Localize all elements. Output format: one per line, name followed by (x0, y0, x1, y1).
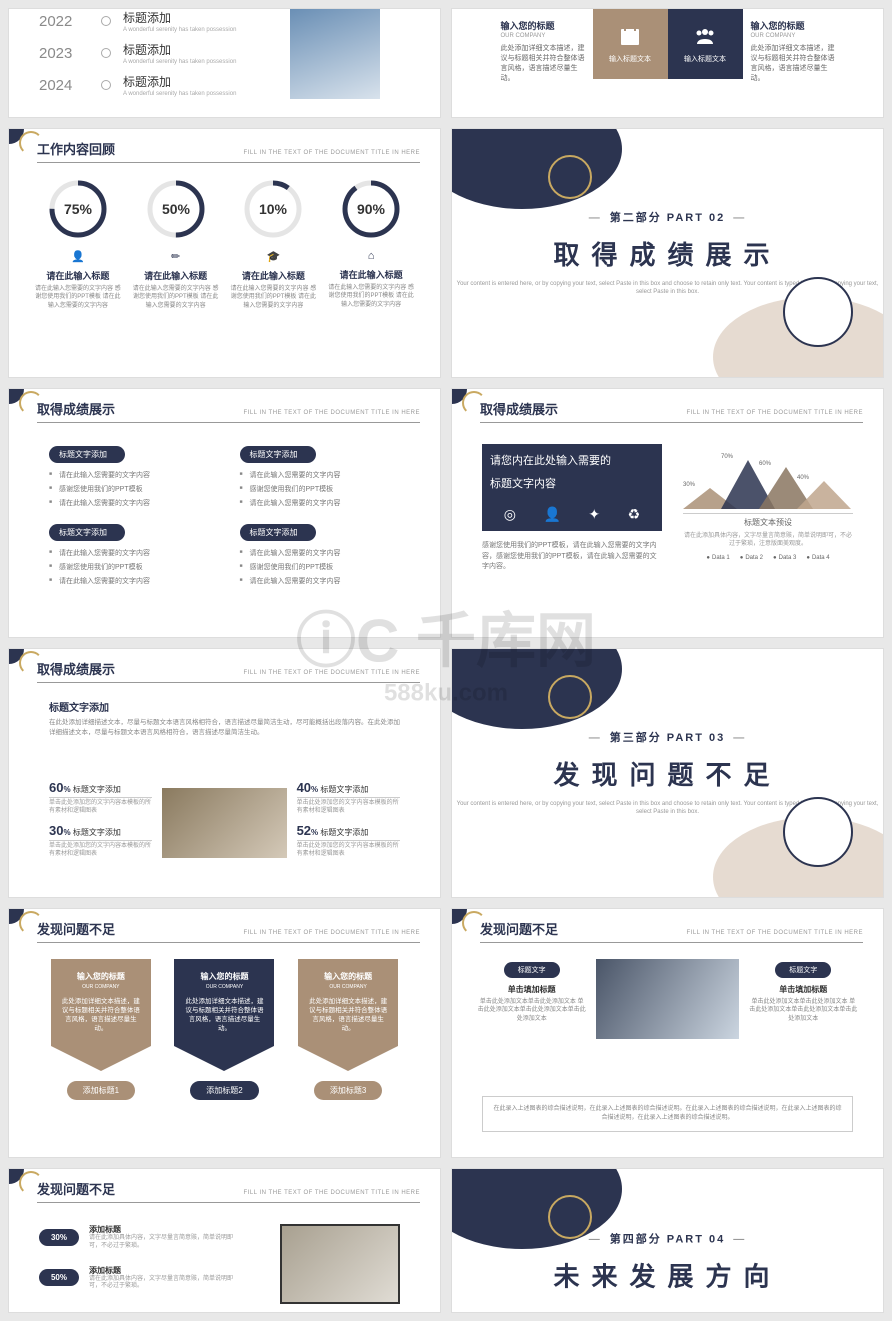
icon-box-users: 输入标题文本 (668, 9, 743, 79)
text-card: 标题文字添加 请在此输入您需要的文字内容感谢您使用我们的PPT模板请在此输入您需… (240, 444, 401, 510)
bar-item: 50% 添加标题请在此添加具体内容，文字尽量言简意赅，简单说明即可，不必过于繁琐… (39, 1265, 239, 1292)
stats-intro: 标题文字添加 在此处添加详细描述文本，尽量与标题文本语言风格相符合，语言描述尽量… (49, 699, 400, 738)
slide-header: 工作内容回顾FILL IN THE TEXT OF THE DOCUMENT T… (37, 139, 420, 163)
progress-item: 50% ✏ 请在此输入标题 请在此输入您需要的文字内容 感谢您使用我们的PPT模… (131, 179, 221, 310)
pill-badge: 标题文字 (775, 962, 831, 978)
laptop-image (280, 1224, 400, 1304)
stat-item: 40% 标题文字添加 单击此处添加您的文字内容本模板的所有素材和逻辑图表 (297, 780, 400, 816)
category-icon: ⌂ (326, 250, 416, 262)
accent-circle (783, 277, 853, 347)
recycle-icon: ♻ (628, 506, 641, 523)
slide-stats: 取得成绩展示FILL IN THE TEXT OF THE DOCUMENT T… (8, 648, 441, 898)
legend-item: Data 3 (773, 555, 796, 561)
arrow-label: 添加标题3 (314, 1081, 382, 1100)
arrow-label: 添加标题2 (190, 1081, 258, 1100)
slide-boxes: 输入您的标题 OUR COMPANY 此处添加详细文本描述，建议与标题相关并符合… (451, 8, 884, 118)
category-icon: ✏ (131, 250, 221, 263)
card-badge: 标题文字添加 (240, 446, 316, 463)
card-badge: 标题文字添加 (49, 446, 125, 463)
progress-item: 75% 👤 请在此输入标题 请在此输入您需要的文字内容 感谢您使用我们的PPT模… (33, 179, 123, 310)
sparkle-icon: ✦ (588, 506, 600, 523)
info-left: 输入您的标题 OUR COMPANY 此处添加详细文本描述，建议与标题相关并符合… (493, 9, 593, 93)
text-card: 标题文字添加 请在此输入您需要的文字内容感谢您使用我们的PPT模板请在此输入您需… (240, 522, 401, 588)
pill-badge: 标题文字 (504, 962, 560, 978)
slide-meeting: 发现问题不足FILL IN THE TEXT OF THE DOCUMENT T… (451, 908, 884, 1158)
percentage-badge: 30% (39, 1229, 79, 1246)
corner-decoration (9, 129, 39, 159)
arrow-cards: 输入您的标题OUR COMPANY此处添加详细文本描述，建议与标题相关并符合整体… (39, 959, 410, 1100)
progress-item: 10% 🎓 请在此输入标题 请在此输入您需要的文字内容 感谢您使用我们的PPT模… (228, 179, 318, 310)
bar-item: 30% 添加标题请在此添加具体内容，文字尽量言简意赅，简单说明即可，不必过于繁琐… (39, 1224, 239, 1251)
meeting-image (596, 959, 738, 1039)
info-right: 输入您的标题 OUR COMPANY 此处添加详细文本描述，建议与标题相关并符合… (743, 9, 843, 93)
card-badge: 标题文字添加 (240, 524, 316, 541)
progress-ring: 75% (48, 179, 108, 239)
section-title: 取得成绩展示 (452, 235, 883, 272)
part-label: 第四部分 PART 04 (452, 1230, 883, 1246)
target-icon: ◎ (504, 506, 516, 523)
stats-grid: 60% 标题文字添加 单击此处添加您的文字内容本模板的所有素材和逻辑图表 30%… (49, 780, 400, 867)
left-panel: 请您内在此处输入需要的 标题文字内容 ◎ 👤 ✦ ♻ 感谢您使用我们的PPT模板… (482, 444, 662, 573)
meeting-grid: 标题文字 单击填加标题 单击此处添加文本单击此处添加文本 单击此处添加文本单击此… (477, 959, 858, 1039)
slide-areachart: 取得成绩展示FILL IN THE TEXT OF THE DOCUMENT T… (451, 388, 884, 638)
calendar-icon (618, 24, 642, 48)
icon-row: ◎ 👤 ✦ ♻ (482, 498, 662, 531)
svg-text:75%: 75% (64, 201, 93, 217)
slide-arrows: 发现问题不足FILL IN THE TEXT OF THE DOCUMENT T… (8, 908, 441, 1158)
legend-item: Data 1 (706, 555, 729, 561)
chart-peak (797, 481, 851, 509)
text-cards-grid: 标题文字添加 请在此输入您需要的文字内容感谢您使用我们的PPT模板请在此输入您需… (49, 444, 400, 588)
text-card: 标题文字添加 请在此输入您需要的文字内容感谢您使用我们的PPT模板请在此输入您需… (49, 522, 210, 588)
stat-item: 30% 标题文字添加 单击此处添加您的文字内容本模板的所有素材和逻辑图表 (49, 823, 152, 859)
category-icon: 🎓 (228, 250, 318, 263)
card-badge: 标题文字添加 (49, 524, 125, 541)
svg-text:50%: 50% (162, 201, 191, 217)
hands-image (162, 788, 286, 858)
stat-item: 60% 标题文字添加 单击此处添加您的文字内容本模板的所有素材和逻辑图表 (49, 780, 152, 816)
timeline-item: 2024 标题添加A wonderful serenity has taken … (39, 73, 236, 97)
arrow-label: 添加标题1 (67, 1081, 135, 1100)
slide-bars: 发现问题不足FILL IN THE TEXT OF THE DOCUMENT T… (8, 1168, 441, 1313)
percentage-badge: 50% (39, 1269, 79, 1286)
stat-item: 52% 标题文字添加 单击此处添加您的文字内容本模板的所有素材和逻辑图表 (297, 823, 400, 859)
text-card: 标题文字添加 请在此输入您需要的文字内容感谢您使用我们的PPT模板请在此输入您需… (49, 444, 210, 510)
timeline: 2022 标题添加A wonderful serenity has taken … (39, 9, 236, 105)
progress-ring: 10% (243, 179, 303, 239)
slide-divider-4: 第四部分 PART 04 未来发展方向 (451, 1168, 884, 1313)
progress-ring: 90% (341, 179, 401, 239)
user-icon: 👤 (543, 506, 560, 523)
category-icon: 👤 (33, 250, 123, 263)
part-label: 第三部分 PART 03 (452, 729, 883, 745)
svg-text:90%: 90% (357, 201, 386, 217)
chart-legend: Data 1 Data 2 Data 3 Data 4 (683, 555, 853, 561)
section-title: 未来发展方向 (452, 1256, 883, 1293)
mountain-chart: 30% 70% 60% 40% 标题文本预设 请在此添加具体内容，文字尽量言简意… (683, 439, 853, 561)
legend-item: Data 2 (740, 555, 763, 561)
legend-item: Data 4 (806, 555, 829, 561)
progress-item: 90% ⌂ 请在此输入标题 请在此输入您需要的文字内容 感谢您使用我们的PPT模… (326, 179, 416, 310)
percentage-bars: 30% 添加标题请在此添加具体内容，文字尽量言简意赅，简单说明即可，不必过于繁琐… (39, 1224, 239, 1305)
slide-timeline: 2022 标题添加A wonderful serenity has taken … (8, 8, 441, 118)
svg-text:10%: 10% (259, 201, 288, 217)
slide-divider-2: 第二部分 PART 02 取得成绩展示 Your content is ente… (451, 128, 884, 378)
icon-box-calendar: 输入标题文本 (593, 9, 668, 79)
progress-circles: 75% 👤 请在此输入标题 请在此输入您需要的文字内容 感谢您使用我们的PPT模… (29, 179, 420, 310)
footer-note: 在此录入上述图表的综合描述说明，在此录入上述图表的综合描述说明。在此录入上述图表… (482, 1096, 853, 1132)
arrow-card: 输入您的标题OUR COMPANY此处添加详细文本描述，建议与标题相关并符合整体… (174, 959, 274, 1100)
section-title: 发现问题不足 (452, 755, 883, 792)
part-label: 第二部分 PART 02 (452, 209, 883, 225)
progress-ring: 50% (146, 179, 206, 239)
slide-textcards: 取得成绩展示FILL IN THE TEXT OF THE DOCUMENT T… (8, 388, 441, 638)
building-image (290, 9, 380, 99)
slide-divider-3: 第三部分 PART 03 发现问题不足 Your content is ente… (451, 648, 884, 898)
arrow-card: 输入您的标题OUR COMPANY此处添加详细文本描述，建议与标题相关并符合整体… (51, 959, 151, 1100)
timeline-item: 2023 标题添加A wonderful serenity has taken … (39, 41, 236, 65)
corner-blob (451, 128, 622, 209)
arrow-card: 输入您的标题OUR COMPANY此处添加详细文本描述，建议与标题相关并符合整体… (298, 959, 398, 1100)
users-icon (693, 24, 717, 48)
slide-progress: 工作内容回顾FILL IN THE TEXT OF THE DOCUMENT T… (8, 128, 441, 378)
timeline-item: 2022 标题添加A wonderful serenity has taken … (39, 9, 236, 33)
